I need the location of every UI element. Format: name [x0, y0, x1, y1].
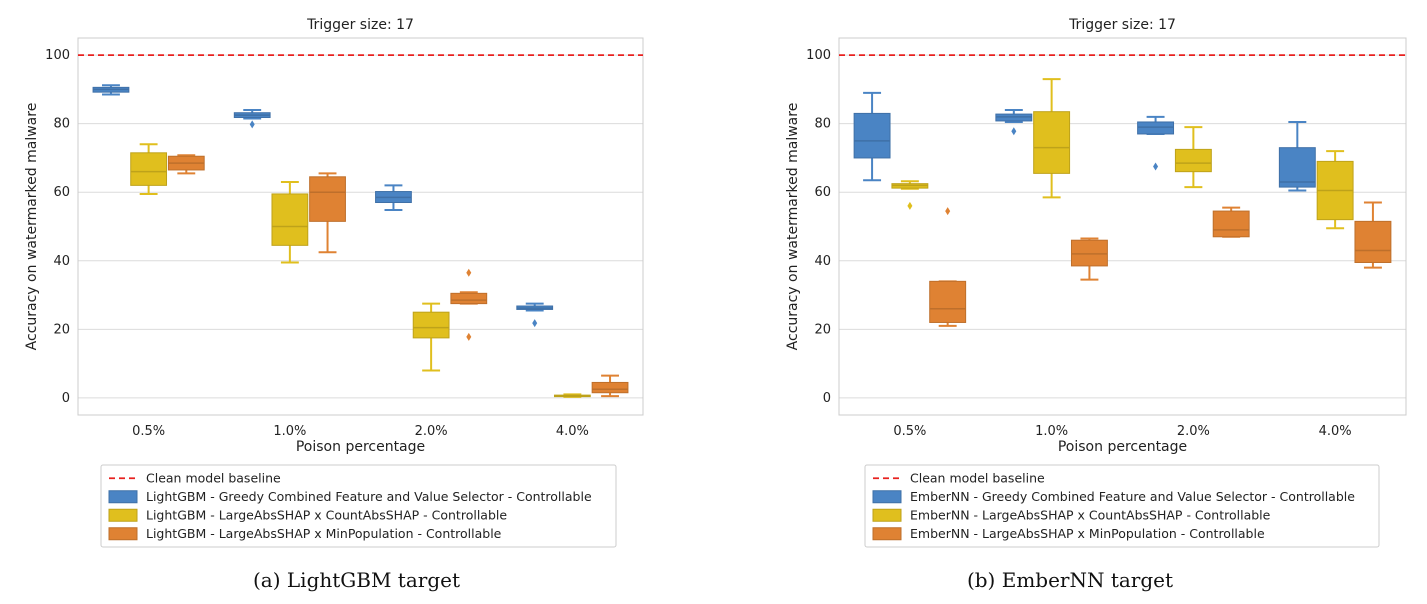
- outlier-point: [945, 207, 951, 216]
- box-iqr: [1033, 111, 1071, 174]
- box-iqr: [1212, 210, 1250, 238]
- y-tick-label: 80: [814, 117, 831, 132]
- box-iqr: [929, 280, 967, 323]
- legend-label: EmberNN - LargeAbsSHAP x CountAbsSHAP - …: [910, 507, 1271, 522]
- legend-label: Clean model baseline: [146, 470, 281, 485]
- box-0-0: [92, 84, 130, 96]
- box-0-2: [375, 184, 412, 212]
- x-tick-label: 0.5%: [132, 424, 165, 439]
- x-axis-label: Poison percentage: [1058, 439, 1187, 455]
- legend-box: [864, 464, 1380, 548]
- y-tick-label: 20: [814, 322, 831, 337]
- x-tick-label: 2.0%: [415, 424, 448, 439]
- outlier-point: [907, 201, 913, 210]
- x-axis-label: Poison percentage: [296, 439, 425, 455]
- box-iqr: [412, 311, 450, 339]
- outlier-point: [532, 319, 538, 328]
- box-0-3: [516, 302, 554, 328]
- outlier-point: [1153, 162, 1159, 171]
- y-tick-label: 0: [823, 391, 831, 406]
- legend-swatch: [108, 508, 138, 522]
- box-iqr: [1137, 121, 1175, 135]
- box-iqr: [271, 193, 309, 246]
- box-0-3: [1278, 120, 1316, 192]
- y-tick-label: 0: [62, 391, 70, 406]
- x-tick-label: 4.0%: [1319, 424, 1352, 439]
- figure-caption: (a) LightGBM target: [253, 568, 460, 592]
- box-0-2: [1137, 115, 1175, 171]
- legend-label: LightGBM - Greedy Combined Feature and V…: [146, 489, 592, 504]
- y-tick-label: 60: [53, 185, 70, 200]
- box-0-1: [995, 108, 1033, 136]
- box-2-1: [1070, 237, 1108, 281]
- box-iqr: [853, 112, 891, 159]
- y-tick-label: 40: [53, 254, 70, 269]
- box-iqr: [1174, 148, 1212, 173]
- legend-label: EmberNN - LargeAbsSHAP x MinPopulation -…: [910, 526, 1265, 541]
- legend-label: LightGBM - LargeAbsSHAP x MinPopulation …: [146, 526, 502, 541]
- outlier-point: [249, 120, 255, 129]
- outlier-point: [1011, 127, 1017, 136]
- box-2-3: [591, 374, 629, 398]
- chart-lightgbm: 0 20 40 60 80 100 0.5% 1.0% 2.0% 4.0% Trigger size…: [24, 17, 644, 548]
- box-1-0: [891, 180, 929, 210]
- x-tick-label: 0.5%: [893, 424, 926, 439]
- legend-box: [100, 464, 617, 548]
- x-tick-label: 4.0%: [556, 424, 589, 439]
- outlier-point: [466, 268, 472, 277]
- box-2-1: [309, 172, 346, 254]
- chart-title: Trigger size: 17: [306, 17, 414, 33]
- box-0-0: [853, 91, 891, 182]
- box-1-3: [553, 393, 591, 398]
- chart-embernn: 0 20 40 60 80 100 0.5% 1.0% 2.0% 4.0% Trigger size…: [785, 17, 1407, 548]
- box-iqr: [1354, 220, 1392, 263]
- box-1-2: [1174, 126, 1212, 189]
- legend-swatch: [872, 527, 902, 541]
- y-tick-label: 40: [814, 254, 831, 269]
- plot-frame: [838, 37, 1407, 416]
- box-iqr: [1278, 147, 1316, 188]
- box-1-3: [1316, 150, 1354, 230]
- y-tick-label: 100: [45, 48, 70, 63]
- legend-label: EmberNN - Greedy Combined Feature and Va…: [910, 489, 1355, 504]
- box-iqr: [450, 292, 488, 305]
- y-axis-label: Accuracy on watermarked malware: [24, 103, 40, 351]
- panel-embernn: 0 20 40 60 80 100 0.5% 1.0% 2.0% 4.0% Trigger size…: [713, 0, 1427, 604]
- y-tick-label: 100: [806, 48, 831, 63]
- chart-title: Trigger size: 17: [1068, 17, 1176, 33]
- figure-caption: (b) EmberNN target: [966, 568, 1174, 592]
- legend-swatch: [872, 508, 902, 522]
- y-tick-label: 80: [53, 117, 70, 132]
- panel-lightgbm: 0 20 40 60 80 100 0.5% 1.0% 2.0% 4.0% Trigger size…: [0, 0, 713, 604]
- box-1-1: [271, 180, 309, 264]
- box-iqr: [591, 381, 629, 394]
- legend-swatch: [872, 490, 902, 504]
- legend-swatch: [108, 490, 138, 504]
- box-2-3: [1354, 201, 1392, 269]
- box-2-0: [167, 154, 205, 175]
- plot-frame: [77, 37, 644, 416]
- x-tick-label: 1.0%: [1035, 424, 1068, 439]
- outlier-point: [466, 332, 472, 341]
- box-0-1: [233, 108, 271, 129]
- box-1-0: [130, 143, 168, 195]
- box-2-2: [450, 268, 488, 341]
- legend-swatch: [108, 527, 138, 541]
- y-axis-label: Accuracy on watermarked malware: [785, 103, 801, 351]
- x-tick-label: 1.0%: [273, 424, 306, 439]
- y-tick-label: 20: [53, 322, 70, 337]
- box-1-2: [412, 302, 450, 372]
- box-iqr: [309, 176, 346, 222]
- legend-label: Clean model baseline: [910, 470, 1045, 485]
- y-tick-label: 60: [814, 185, 831, 200]
- legend-label: LightGBM - LargeAbsSHAP x CountAbsSHAP -…: [146, 507, 507, 522]
- box-2-0: [929, 207, 967, 327]
- box-iqr: [1070, 239, 1108, 267]
- box-iqr: [130, 152, 168, 186]
- x-tick-label: 2.0%: [1177, 424, 1210, 439]
- box-1-1: [1033, 78, 1071, 199]
- box-2-2: [1212, 206, 1250, 238]
